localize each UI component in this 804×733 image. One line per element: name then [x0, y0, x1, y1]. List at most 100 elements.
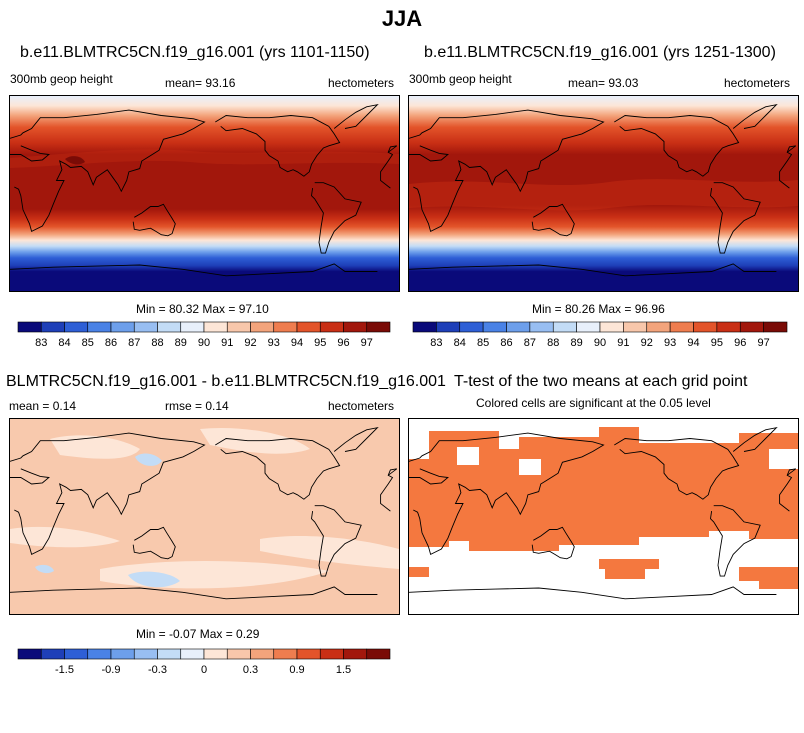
colorbar-tick-label: 85 [477, 337, 489, 349]
coastline-0 [409, 145, 797, 162]
colorbar-tick-label: 86 [500, 337, 512, 349]
colorbar-tick-label: 96 [337, 337, 349, 349]
colorbar-tick-label: 93 [268, 337, 280, 349]
colorbar-swatch [133, 321, 158, 333]
colorbar-tick-label: 95 [711, 337, 723, 349]
colorbar-tick-label: 97 [361, 337, 373, 349]
colorbar-tick-label: 1.5 [336, 664, 351, 676]
colorbar-swatch [226, 648, 251, 660]
colorbar-tick-label: 93 [664, 337, 676, 349]
panel-2-minmax: Min = 80.26 Max = 96.96 [532, 302, 665, 316]
panel-2-units-label: hectometers [724, 76, 791, 90]
colorbar-swatch [87, 648, 112, 660]
panel-2-mean-label: mean= 93.03 [568, 76, 639, 90]
colorbar-swatch [110, 648, 135, 660]
colorbar-swatch [110, 321, 135, 333]
colorbar-tick-label: 92 [244, 337, 256, 349]
panel-1-colorbar-svg: 83 84 85 86 87 88 89 90 91 92 93 94 95 96 97 [17, 321, 391, 349]
colorbar-tick-label: 83 [35, 337, 47, 349]
coastline-5 [333, 103, 379, 129]
colorbar-swatch [739, 321, 764, 333]
colorbar-tick-label: -0.3 [148, 664, 167, 676]
colorbar-tick-label: 94 [291, 337, 303, 349]
colorbar-tick-label: 0.3 [243, 664, 258, 676]
panel-1-minmax: Min = 80.32 Max = 97.10 [136, 302, 269, 316]
coastline-1 [10, 109, 397, 233]
coastline-0 [10, 468, 398, 485]
coastline-2 [614, 438, 740, 500]
coastline-1 [10, 432, 397, 556]
coastline-5 [732, 103, 778, 129]
colorbar-tick-label: 88 [151, 337, 163, 349]
coastline-5 [333, 426, 379, 452]
colorbar-swatch [157, 321, 182, 333]
panel-3-rmse-label: rmse = 0.14 [165, 399, 229, 413]
colorbar-swatch [250, 321, 275, 333]
coastline-3 [710, 182, 761, 254]
coastline-0 [10, 145, 398, 162]
panel-4-title: T-test of the two means at each grid poi… [454, 373, 748, 390]
panel-1-colorbar: 83 84 85 86 87 88 89 90 91 92 93 94 95 96 97 [17, 321, 391, 352]
panel-1-units-label: hectometers [328, 76, 395, 90]
colorbar-swatch [180, 648, 205, 660]
colorbar-swatch [529, 321, 554, 333]
colorbar-swatch [412, 321, 437, 333]
panel-2-colorbar-svg: 83 84 85 86 87 88 89 90 91 92 93 94 95 96 97 [412, 321, 788, 349]
colorbar-swatch [273, 321, 298, 333]
colorbar-swatch [319, 321, 344, 333]
coastline-4 [531, 203, 575, 237]
colorbar-swatch [693, 321, 718, 333]
coastline-4 [132, 203, 176, 237]
colorbar-swatch [17, 648, 42, 660]
panel-1-mean-label: mean= 93.16 [165, 76, 236, 90]
colorbar-swatch [552, 321, 577, 333]
colorbar-swatch [250, 648, 275, 660]
coastline-5 [732, 426, 778, 452]
panel-4-field [409, 419, 798, 614]
colorbar-tick-label: -1.5 [55, 664, 74, 676]
colorbar-swatch [763, 321, 788, 333]
coastline-3 [710, 505, 761, 577]
colorbar-tick-label: 87 [524, 337, 536, 349]
coastline-6 [409, 263, 777, 277]
panel-3-units-label: hectometers [328, 399, 395, 413]
figure-title: JJA [381, 6, 423, 31]
coastline-1 [409, 109, 796, 233]
panel-3-colorbar-svg: -1.5 -0.9 -0.3 0 0.3 0.9 1.5 [17, 648, 391, 676]
coastline-2 [614, 115, 740, 177]
panel-3-title: BLMTRC5CN.f19_g16.001 - b.e11.BLMTRC5CN.… [6, 373, 446, 390]
colorbar-swatch [343, 321, 368, 333]
colorbar-swatch [576, 321, 601, 333]
colorbar-swatch [296, 321, 321, 333]
colorbar-swatch [133, 648, 158, 660]
panel-2-field [409, 96, 798, 291]
colorbar-tick-label: 95 [314, 337, 326, 349]
panel-2-variable-label: 300mb geop height [409, 72, 512, 86]
colorbar-swatch [180, 321, 205, 333]
colorbar-tick-label: 97 [758, 337, 770, 349]
panel-3-field [10, 419, 399, 614]
colorbar-tick-label: 85 [82, 337, 94, 349]
panel-1-variable-label: 300mb geop height [10, 72, 113, 86]
panel-3-mean-label: mean = 0.14 [9, 399, 77, 413]
colorbar-swatch [319, 648, 344, 660]
panel-4-map [408, 418, 799, 615]
panel-3-minmax: Min = -0.07 Max = 0.29 [136, 627, 260, 641]
colorbar-swatch [226, 321, 251, 333]
colorbar-swatch [203, 321, 228, 333]
colorbar-swatch [366, 648, 391, 660]
colorbar-swatch [343, 648, 368, 660]
colorbar-swatch [17, 321, 42, 333]
colorbar-tick-label: 94 [687, 337, 699, 349]
colorbar-swatch [623, 321, 648, 333]
colorbar-tick-label: 88 [547, 337, 559, 349]
colorbar-tick-label: 91 [221, 337, 233, 349]
colorbar-tick-label: 0 [201, 664, 207, 676]
colorbar-swatch [64, 648, 89, 660]
colorbar-swatch [436, 321, 461, 333]
panel-2-title: b.e11.BLMTRC5CN.f19_g16.001 (yrs 1251-13… [424, 44, 776, 61]
coastline-1 [409, 432, 796, 556]
coastline-0 [409, 468, 797, 485]
coastline-3 [311, 182, 362, 254]
coastline-2 [215, 115, 341, 177]
